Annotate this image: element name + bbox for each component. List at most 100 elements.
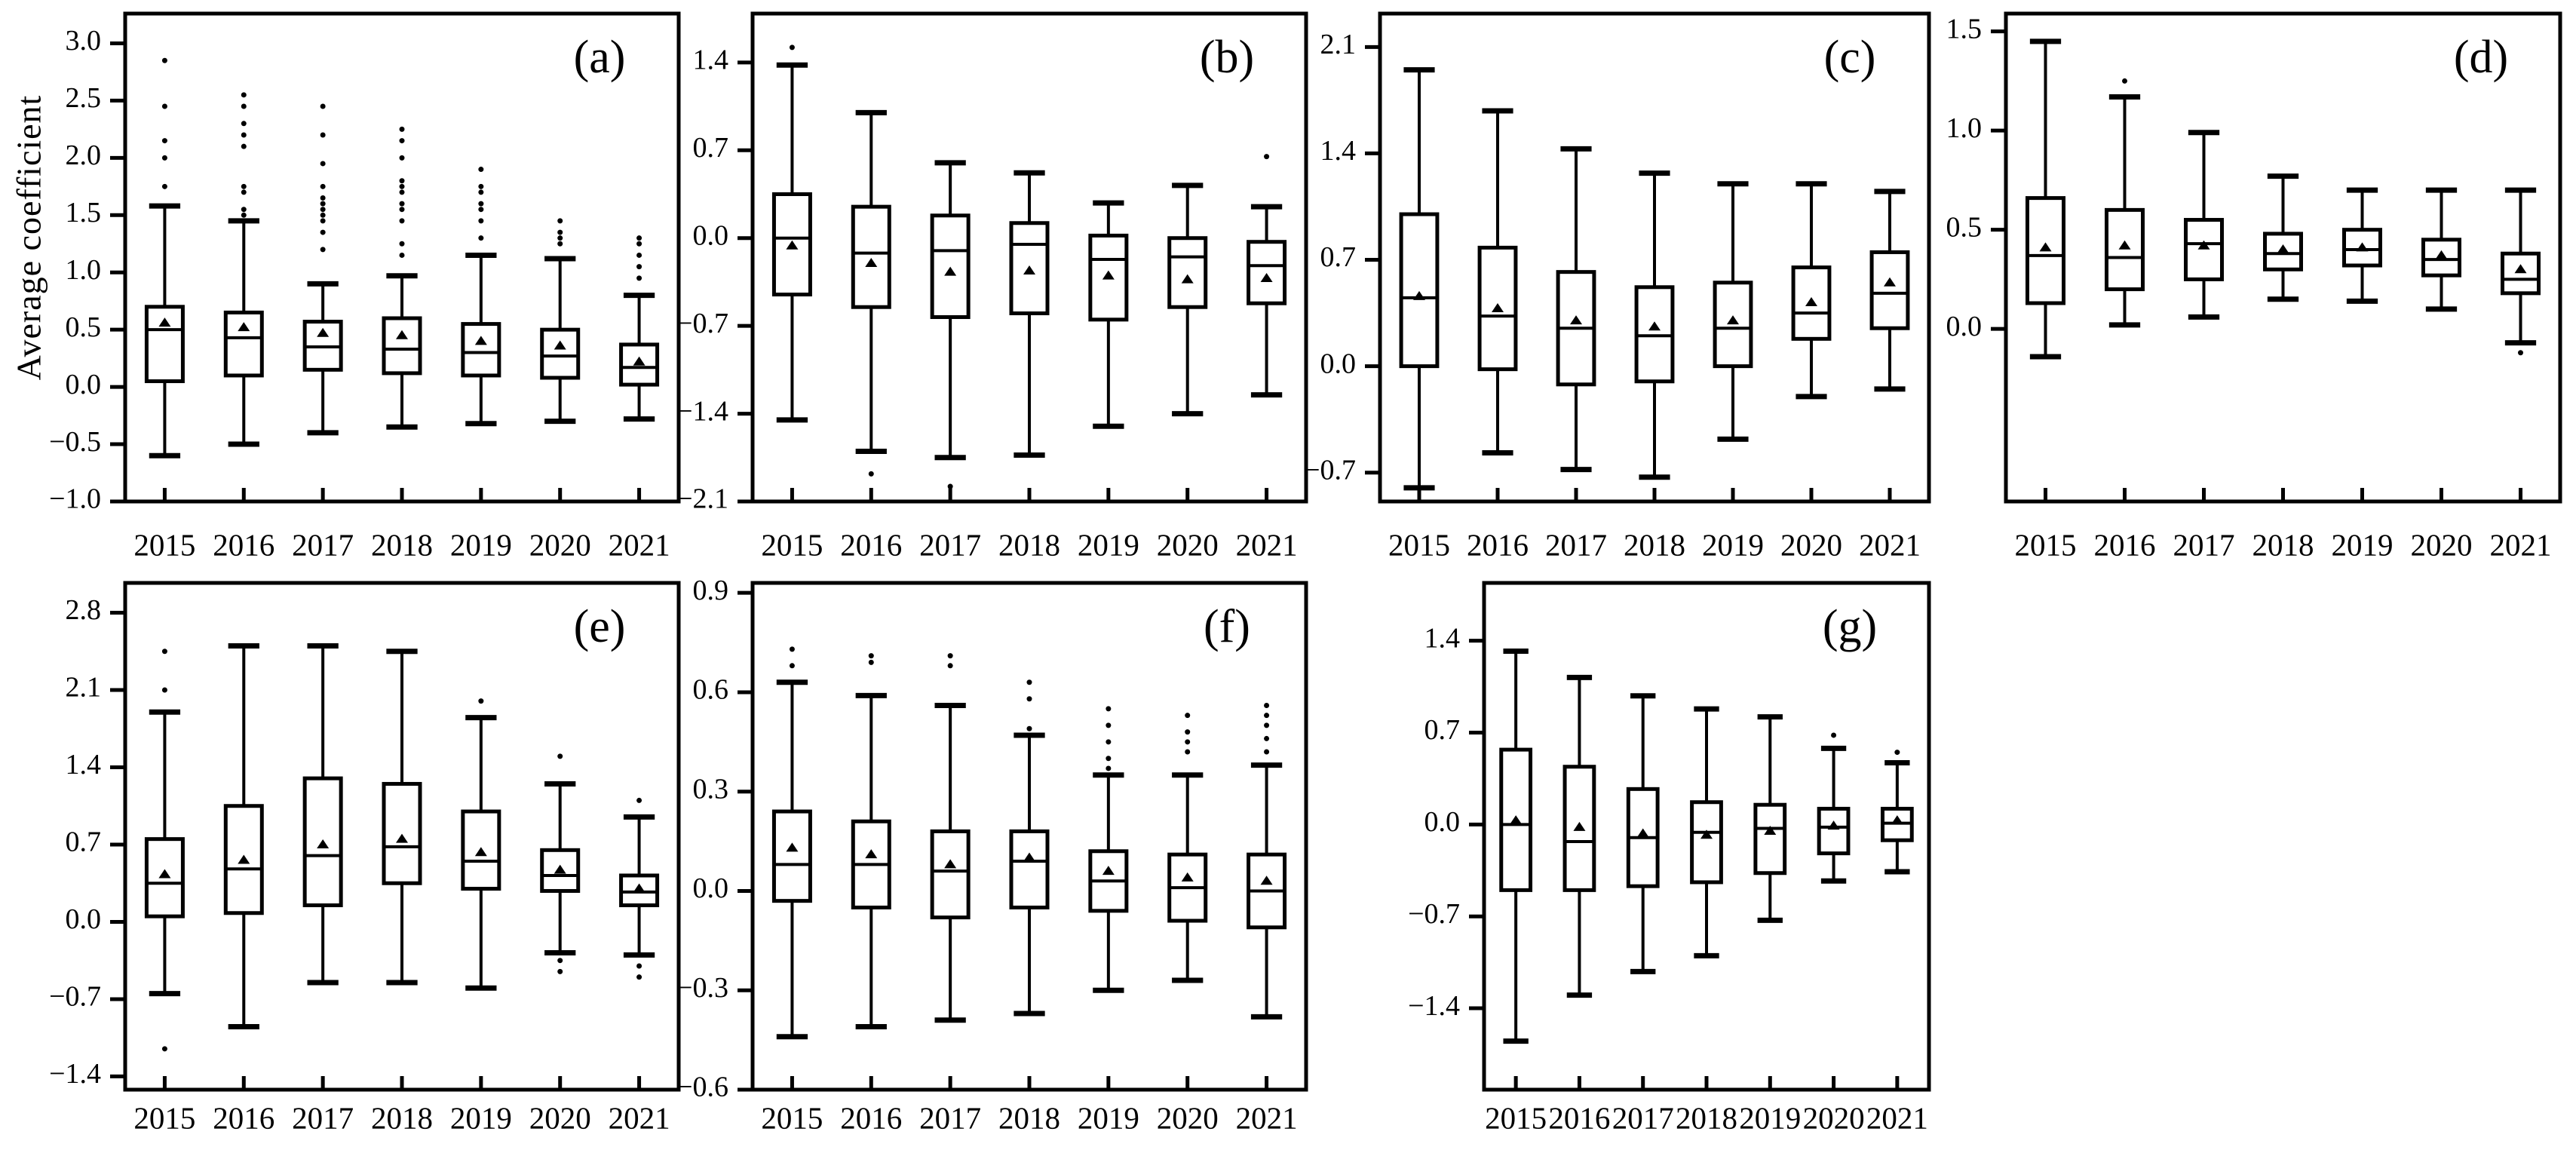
- outlier-point: [241, 121, 247, 127]
- outlier-point: [478, 189, 484, 195]
- y-tick-label: 1.5: [1946, 13, 1983, 44]
- y-axis-ticks: 3.0 2.5 2.0 1.5 1.0 0.5 0.0 −0.5 −1.0: [49, 25, 125, 515]
- mean-marker: [158, 869, 171, 879]
- x-tick-label: 2018: [2252, 527, 2314, 562]
- outlier-point: [399, 183, 405, 189]
- boxplot-panel-d: 1.5 1.0 0.5 0.0 2015 2016 2017 2018 2019 2020 2021…: [1946, 11, 2562, 562]
- outlier-point: [947, 483, 953, 489]
- outlier-point: [2122, 78, 2127, 84]
- x-tick-label: 2018: [1624, 527, 1685, 562]
- box-f-2021: [1247, 703, 1287, 1020]
- x-tick-label: 2018: [371, 527, 433, 562]
- iqr-box: [382, 316, 422, 376]
- box-e-2020: [540, 753, 581, 974]
- y-tick-label: 0.0: [693, 872, 729, 904]
- iqr-box: [1009, 829, 1050, 909]
- y-axis-ticks: 2.8 2.1 1.4 0.7 0.0 −0.7 −1.4: [49, 594, 125, 1090]
- x-tick-label: 2020: [1803, 1100, 1865, 1135]
- outlier-point: [478, 183, 484, 189]
- y-tick-label: 1.4: [693, 44, 729, 76]
- box-a-2018: [382, 126, 422, 430]
- x-tick-label: 2015: [133, 527, 195, 562]
- mean-marker: [238, 854, 250, 864]
- y-tick-label: 0.3: [693, 773, 729, 805]
- y-tick-label: 1.4: [66, 749, 102, 780]
- box-a-2017: [302, 103, 343, 436]
- y-tick-label: 0.7: [1424, 714, 1461, 746]
- iqr-box: [1634, 285, 1675, 384]
- mean-marker: [2039, 242, 2052, 252]
- outlier-point: [636, 974, 642, 980]
- x-tick-label: 2021: [609, 1100, 670, 1135]
- outlier-point: [557, 753, 563, 759]
- y-tick-label: 0.0: [1424, 806, 1461, 838]
- iqr-box: [619, 342, 660, 387]
- iqr-box: [1817, 806, 1851, 856]
- outlier-point: [1894, 750, 1900, 756]
- box-a-2015: [144, 57, 185, 458]
- x-tick-label: 2021: [1866, 1100, 1928, 1135]
- box-d-2017: [2184, 130, 2224, 320]
- outlier-point: [399, 178, 405, 184]
- iqr-box: [1690, 800, 1723, 885]
- iqr-box: [1869, 250, 1910, 330]
- x-tick-label: 2015: [133, 1100, 195, 1135]
- mean-marker: [865, 257, 878, 267]
- x-tick-label: 2015: [1485, 1100, 1547, 1135]
- box-d-2019: [2342, 187, 2382, 304]
- y-tick-label: 0.7: [66, 826, 102, 858]
- box-g-2019: [1753, 714, 1787, 923]
- outlier-point: [557, 229, 563, 235]
- x-tick-label: 2020: [2411, 527, 2473, 562]
- box-b-2021: [1247, 154, 1287, 398]
- box-f-2019: [1088, 706, 1129, 993]
- outlier-point: [1264, 713, 1270, 719]
- mean-marker: [786, 240, 799, 250]
- outlier-point: [399, 189, 405, 195]
- iqr-box: [223, 310, 264, 378]
- box-g-2015: [1499, 649, 1533, 1044]
- x-tick-label: 2021: [609, 527, 670, 562]
- mean-marker: [158, 317, 171, 327]
- box-g-2021: [1880, 750, 1914, 875]
- x-tick-label: 2015: [761, 527, 823, 562]
- outlier-point: [1026, 696, 1032, 702]
- x-axis-ticks: 2015 2016 2017 2018 2019 2020 2021: [2015, 488, 2552, 562]
- mean-marker: [2277, 244, 2289, 253]
- outlier-point: [947, 663, 953, 669]
- y-tick-label: 0.5: [66, 311, 102, 343]
- mean-marker: [1636, 828, 1649, 838]
- x-tick-label: 2016: [2094, 527, 2156, 562]
- mean-marker: [1413, 290, 1425, 300]
- box-e-2019: [461, 698, 501, 991]
- outlier-point: [1264, 722, 1270, 728]
- panel-letter-e: (e): [574, 601, 626, 652]
- box-f-2015: [771, 646, 812, 1040]
- panel-letter-b: (b): [1200, 32, 1254, 83]
- y-tick-label: −1.4: [49, 1058, 101, 1090]
- y-tick-label: −0.7: [1304, 454, 1356, 486]
- box-c-2017: [1556, 146, 1596, 473]
- x-axis-ticks: 2015 2016 2017 2018 2019 2020 2021: [1485, 1076, 1928, 1135]
- outlier-point: [161, 103, 167, 109]
- y-tick-label: 0.0: [693, 219, 729, 251]
- mean-marker: [317, 839, 330, 848]
- x-tick-label: 2016: [840, 527, 902, 562]
- x-tick-label: 2017: [919, 1100, 981, 1135]
- outlier-point: [399, 126, 405, 132]
- outlier-point: [789, 44, 795, 51]
- x-tick-label: 2021: [1236, 527, 1298, 562]
- x-tick-label: 2016: [840, 1100, 902, 1135]
- y-tick-label: 0.0: [1946, 311, 1983, 342]
- iqr-box: [1713, 281, 1753, 369]
- outlier-point: [241, 143, 247, 149]
- outlier-point: [241, 189, 247, 195]
- outlier-point: [478, 167, 484, 173]
- x-tick-label: 2019: [450, 1100, 512, 1135]
- panel-letter-c: (c): [1824, 32, 1876, 83]
- outlier-point: [399, 201, 405, 207]
- mean-marker: [1023, 852, 1035, 862]
- box-d-2018: [2263, 173, 2303, 302]
